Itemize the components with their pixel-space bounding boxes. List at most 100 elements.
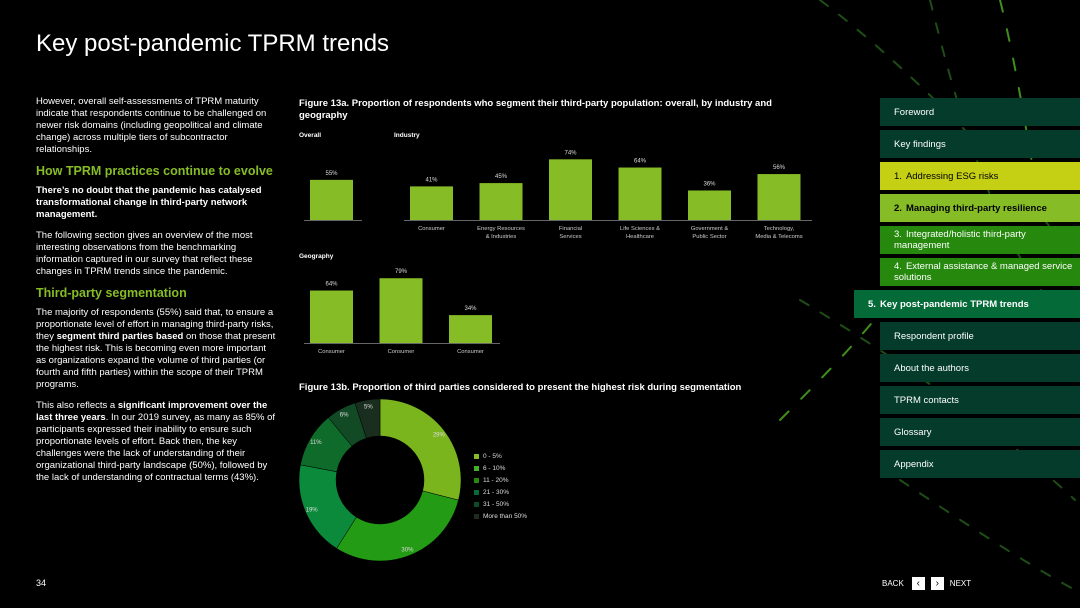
bar-category-label: Energy Resources: [477, 226, 525, 232]
nav-item-label: Managing third-party resilience: [905, 202, 1047, 214]
bar-category-label: Services: [559, 234, 581, 240]
nav-item-5[interactable]: 4. External assistance & managed service …: [880, 258, 1080, 286]
bar-overall-0: [310, 179, 353, 220]
nav-item-7[interactable]: Respondent profile: [880, 322, 1080, 350]
back-arrow-icon[interactable]: ‹: [911, 577, 925, 590]
nav-item-label: About the authors: [894, 362, 969, 374]
nav-item-6[interactable]: 5. Key post-pandemic TPRM trends: [854, 290, 1080, 318]
donut-legend: 0 - 5% 6 - 10% 11 - 20% 21 - 30% 31 - 50% Mor…: [474, 450, 527, 522]
legend-swatch: [474, 477, 479, 483]
bar-category-label: Consumer: [318, 349, 345, 355]
bar-category-label: Financial: [559, 226, 582, 232]
figure-13a-title: Figure 13a. Proportion of respondents wh…: [299, 98, 772, 121]
nav-item-2[interactable]: 1. Addressing ESG risks: [880, 162, 1080, 190]
legend-item: 11 - 20%: [474, 474, 527, 486]
body-text: However, overall self-assessments of TPR…: [36, 96, 278, 493]
nav-item-label: Key findings: [894, 138, 946, 150]
bar-category-label: Media & Telecoms: [755, 234, 802, 240]
bar-value-label: 36%: [703, 181, 716, 187]
bar-industry-1: [479, 183, 523, 220]
legend-swatch: [474, 453, 479, 459]
donut-value-label: 5%: [364, 404, 373, 410]
donut-value-label: 11%: [310, 440, 322, 446]
industry-label: Industry: [394, 132, 420, 139]
bar-industry-0: [410, 186, 453, 220]
overall-label: Overall: [299, 132, 322, 139]
page-number: 34: [36, 578, 47, 588]
nav-item-label: Integrated/holistic third-party manageme…: [894, 229, 1026, 251]
bar-category-label: Consumer: [457, 349, 484, 355]
nav-item-9[interactable]: TPRM contacts: [880, 386, 1080, 414]
bar-category-label: Life Sciences &: [620, 226, 660, 232]
bar-category-label: Government &: [691, 226, 729, 232]
bar-industry-3: [618, 167, 662, 220]
bar-value-label: 34%: [464, 306, 477, 312]
legend-label: 31 - 50%: [483, 500, 510, 508]
figure-13b-title: Figure 13b. Proportion of third parties …: [299, 382, 742, 393]
legend-swatch: [474, 465, 479, 471]
nav-item-label: Appendix: [894, 458, 934, 470]
bar-category-label: Public Sector: [692, 234, 726, 240]
nav-item-label: Respondent profile: [894, 330, 974, 342]
legend-label: More than 50%: [483, 512, 528, 520]
bar-value-label: 55%: [325, 171, 338, 177]
legend-item: More than 50%: [474, 510, 527, 522]
next-label[interactable]: NEXT: [949, 579, 972, 588]
nav-item-number: 2.: [894, 202, 902, 214]
bar-value-label: 45%: [495, 174, 508, 180]
legend-swatch: [474, 489, 479, 495]
page-title: Key post-pandemic TPRM trends: [36, 30, 390, 57]
section-heading-practices: How TPRM practices continue to evolve: [36, 164, 273, 178]
overview-paragraph: The following section gives an overview …: [36, 230, 253, 277]
bar-category-label: Consumer: [388, 349, 415, 355]
donut-value-label: 29%: [433, 432, 446, 438]
legend-swatch: [474, 501, 479, 507]
bar-category-label: Consumer: [418, 226, 445, 232]
bar-geography-1: [379, 278, 423, 343]
bar-industry-5: [757, 174, 801, 220]
improvement-paragraph: This also reflects a significant improve…: [36, 400, 276, 483]
bar-industry-4: [688, 190, 731, 220]
nav-item-4[interactable]: 3. Integrated/holistic third-party manage…: [880, 226, 1080, 254]
donut-value-label: 6%: [340, 413, 349, 419]
legend-label: 6 - 10%: [483, 464, 506, 472]
bar-category-label: Healthcare: [626, 234, 654, 240]
bar-industry-2: [549, 159, 592, 220]
geography-label: Geography: [299, 253, 334, 260]
legend-item: 31 - 50%: [474, 498, 527, 510]
nav-item-label: Foreword: [894, 106, 935, 118]
nav-item-label: External assistance & managed service so…: [894, 261, 1073, 283]
bar-value-label: 74%: [564, 150, 577, 156]
nav-item-8[interactable]: About the authors: [880, 354, 1080, 382]
bar-value-label: 64%: [325, 282, 338, 288]
bar-value-label: 56%: [773, 165, 786, 171]
nav-item-label: Addressing ESG risks: [905, 170, 999, 182]
intro-paragraph: However, overall self-assessments of TPR…: [36, 96, 267, 155]
donut-slice-5: [354, 398, 381, 439]
bar-value-label: 64%: [634, 159, 647, 165]
nav-item-number: 3.: [894, 229, 902, 240]
donut-value-label: 19%: [306, 508, 319, 514]
lead-paragraph: There’s no doubt that the pandemic has c…: [36, 185, 262, 220]
legend-item: 0 - 5%: [474, 450, 527, 462]
legend-item: 6 - 10%: [474, 462, 527, 474]
donut-slice-0: [379, 398, 462, 501]
nav-item-number: 5.: [868, 298, 876, 310]
bar-value-label: 79%: [395, 269, 408, 275]
nav-item-0[interactable]: Foreword: [880, 98, 1080, 126]
legend-label: 21 - 30%: [483, 488, 510, 496]
donut-slice-1: [336, 490, 459, 562]
section-heading-segmentation: Third-party segmentation: [36, 286, 187, 300]
back-label[interactable]: BACK: [882, 579, 904, 588]
nav-item-label: TPRM contacts: [894, 394, 959, 406]
nav-item-10[interactable]: Glossary: [880, 418, 1080, 446]
bar-geography-2: [449, 315, 492, 343]
bar-geography-0: [310, 290, 353, 343]
legend-swatch: [474, 513, 479, 519]
nav-item-3[interactable]: 2. Managing third-party resilience: [880, 194, 1080, 222]
nav-item-1[interactable]: Key findings: [880, 130, 1080, 158]
nav-item-11[interactable]: Appendix: [880, 450, 1080, 478]
next-arrow-icon[interactable]: ›: [930, 577, 944, 590]
